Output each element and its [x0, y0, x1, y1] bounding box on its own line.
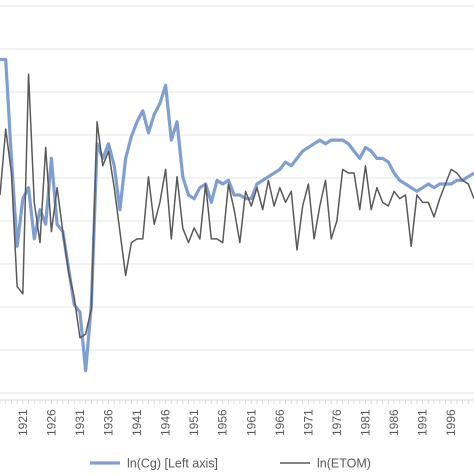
x-tick-label: 1956 [216, 409, 230, 436]
x-tick-label: 1936 [102, 409, 116, 436]
x-tick-label: 1996 [444, 409, 458, 436]
x-axis-tick-labels: 1921 1926 1931 1936 1941 1946 1951 1956 1961 1966… [16, 409, 458, 436]
x-tick-label: 1941 [130, 409, 144, 436]
legend-label: ln(ETOM) [317, 457, 371, 471]
gridlines [0, 5, 474, 394]
x-tick-label: 1951 [187, 409, 201, 436]
x-tick-label: 1991 [416, 409, 430, 436]
x-axis-ticks [0, 400, 474, 404]
x-tick-label: 1976 [330, 409, 344, 436]
legend: ln(Cg) [Left axis] ln(ETOM) [90, 457, 371, 471]
series-line-ln-cg [0, 57, 474, 373]
series-line-ln-etom [0, 73, 474, 339]
x-tick-label: 1926 [44, 409, 58, 436]
legend-label: ln(Cg) [Left axis] [127, 457, 218, 471]
x-tick-label: 1961 [244, 409, 258, 436]
x-tick-label: 1981 [358, 409, 372, 436]
x-tick-label: 1971 [301, 409, 315, 436]
x-tick-label: 1966 [273, 409, 287, 436]
x-tick-label: 1986 [387, 409, 401, 436]
x-tick-label: 1921 [16, 409, 30, 436]
x-tick-label: 1931 [73, 409, 87, 436]
x-tick-label: 1946 [159, 409, 173, 436]
series-group [0, 57, 474, 373]
